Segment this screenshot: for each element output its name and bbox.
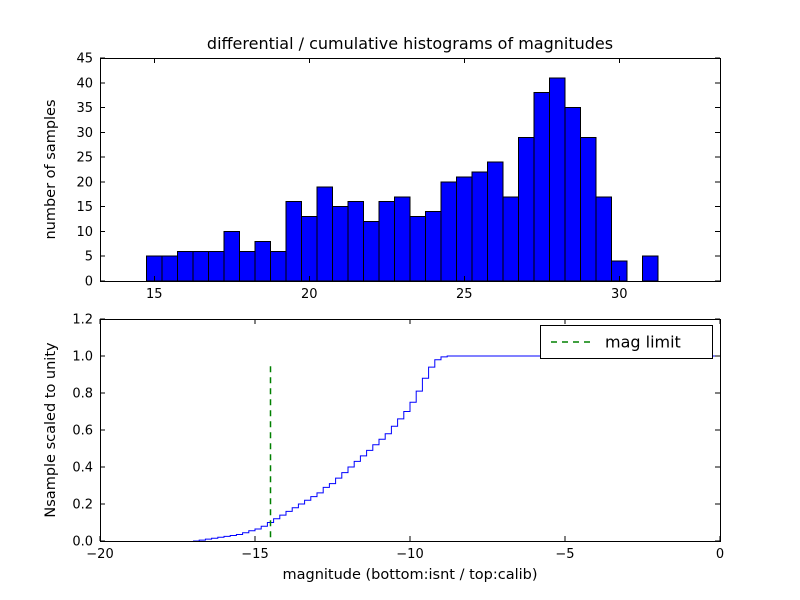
legend: mag limit xyxy=(540,325,713,359)
y-tick-label: 0.6 xyxy=(72,424,93,439)
x-tick-label: 15 xyxy=(146,287,163,302)
x-tick-label: 25 xyxy=(456,287,473,302)
histogram-bar xyxy=(332,206,349,282)
x-tick-label: 0 xyxy=(716,547,724,562)
y-tick-label: 1.0 xyxy=(72,350,93,365)
histogram-bar xyxy=(347,201,364,282)
histogram-bar xyxy=(192,250,209,282)
y-tick-label: 30 xyxy=(76,126,93,141)
histogram-bar xyxy=(363,221,380,282)
x-tick-label: −20 xyxy=(86,547,113,562)
x-tick-label: −15 xyxy=(241,547,268,562)
y-tick-label: 10 xyxy=(76,225,93,240)
histogram-bar xyxy=(316,186,333,282)
y-tick-label: 40 xyxy=(76,76,93,91)
histogram-bar xyxy=(595,196,612,282)
y-tick-label: 5 xyxy=(85,250,93,265)
histogram-bar xyxy=(518,136,535,282)
x-tick-label: −5 xyxy=(555,547,574,562)
histogram-bar xyxy=(270,250,287,282)
histogram-bar xyxy=(301,216,318,282)
histogram-bar xyxy=(208,250,225,282)
y-tick-label: 15 xyxy=(76,200,93,215)
histogram-bar xyxy=(564,107,581,282)
y-tick-label: 35 xyxy=(76,101,93,116)
histogram-bar xyxy=(425,211,442,282)
histogram-bar xyxy=(161,255,178,282)
x-tick-label: 20 xyxy=(301,287,318,302)
histogram-bar xyxy=(378,201,395,282)
histogram-bar xyxy=(254,240,271,282)
y-tick-label: 20 xyxy=(76,175,93,190)
y-tick-label: 0.0 xyxy=(72,535,93,550)
chart-title: differential / cumulative histograms of … xyxy=(207,34,613,53)
y-tick-label: 0.4 xyxy=(72,461,93,476)
histogram-bar xyxy=(580,136,597,282)
histogram-bar xyxy=(642,255,659,282)
histogram-bar xyxy=(239,250,256,282)
y-tick-label: 25 xyxy=(76,151,93,166)
legend-label: mag limit xyxy=(605,333,681,352)
bottom-y-axis-label: Nsample scaled to unity xyxy=(43,342,59,518)
histogram-bar xyxy=(440,181,457,282)
bottom-cumulative-axes: −20 −15 −10 −5 0 0.0 0.2 0.4 0.6 0.8 1.0 1.2 xyxy=(72,313,724,563)
legend-box xyxy=(540,325,713,359)
histogram-bar xyxy=(502,196,519,282)
y-tick-label: 0.2 xyxy=(72,498,93,513)
cumulative-step-line xyxy=(193,355,720,542)
y-tick-label: 45 xyxy=(76,52,93,67)
y-tick-label: 0.8 xyxy=(72,387,93,402)
histogram-bar xyxy=(549,77,566,282)
histogram-bar xyxy=(285,201,302,282)
histogram-bar xyxy=(487,161,504,282)
y-tick-label: 1.2 xyxy=(72,313,93,328)
histogram-bar xyxy=(409,216,426,282)
axes-frame xyxy=(100,58,721,282)
top-histogram-axes: 15 20 25 30 0 5 10 15 20 25 30 35 40 45 xyxy=(76,52,721,302)
top-y-axis-label: number of samples xyxy=(43,99,59,239)
histogram-bar xyxy=(177,250,194,282)
histogram-bar xyxy=(533,92,550,282)
histogram-bar xyxy=(471,171,488,282)
x-axis-label: magnitude (bottom:isnt / top:calib) xyxy=(282,567,537,583)
histogram-bar xyxy=(223,230,240,282)
x-tick-label: −10 xyxy=(396,547,423,562)
y-tick-label: 0 xyxy=(85,275,93,290)
histogram-bar xyxy=(394,196,411,282)
x-tick-label: 30 xyxy=(611,287,628,302)
histogram-bar xyxy=(456,176,473,282)
